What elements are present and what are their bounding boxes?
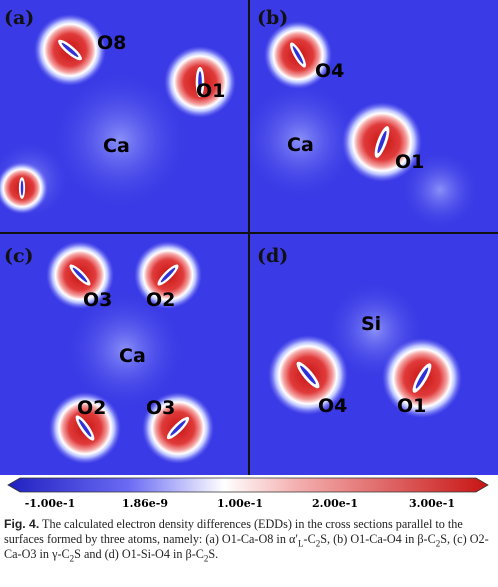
atom-label: O4 — [315, 60, 344, 82]
atom-label: O1 — [397, 395, 426, 417]
atom-density — [268, 335, 348, 415]
colorbar-label: -1.00e-1 — [25, 497, 76, 510]
density-node — [78, 419, 92, 437]
atom-density — [134, 241, 202, 309]
density-map — [0, 14, 480, 464]
colorbar-label: 3.00e-1 — [409, 497, 455, 510]
panel-letter: (d) — [257, 245, 288, 267]
atom-density — [142, 392, 214, 464]
colorbar — [7, 477, 489, 493]
caption-text: 2 — [435, 538, 441, 549]
figure: (a) O8 O1 Ca (b) O4 Ca O1 (c) O3 O2 Ca O2 O3 (d) Si O4 O1… — [0, 0, 498, 510]
colorbar-label: 2.00e-1 — [312, 497, 358, 510]
atom-label: O4 — [318, 395, 347, 417]
density-node — [415, 367, 429, 389]
colorbar-label: 1.00e-1 — [217, 497, 263, 510]
atom-density — [49, 392, 121, 464]
halo — [65, 290, 185, 410]
panel-letter: (a) — [4, 7, 34, 29]
caption-text: The calculated electron density differen… — [4, 517, 463, 546]
atom-density — [264, 21, 332, 89]
caption-text: L — [298, 538, 304, 549]
density-node — [20, 180, 24, 196]
density-node — [377, 130, 387, 154]
atom-label: O1 — [395, 151, 424, 173]
density-node — [170, 420, 186, 436]
density-node — [160, 267, 176, 283]
atom-label: Ca — [287, 134, 314, 156]
atom-density — [164, 46, 236, 118]
atom-label: Ca — [103, 135, 130, 157]
halo — [240, 80, 360, 200]
atom-label: Ca — [119, 345, 146, 367]
density-node — [198, 71, 202, 93]
caption-text: S. — [208, 547, 219, 561]
caption-text: -C — [303, 532, 316, 546]
atom-label: O2 — [146, 289, 175, 311]
atom-label: O2 — [77, 397, 106, 419]
atom-label: O1 — [196, 80, 225, 102]
halo — [50, 70, 190, 210]
caption-label: Fig. 4. — [4, 517, 40, 531]
atom-density — [382, 338, 462, 418]
caption-text: S, (b) O1-Ca-O4 in β-C — [320, 532, 436, 546]
density-node — [300, 365, 316, 385]
caption: Fig. 4. The calculated electron density … — [4, 517, 494, 564]
halo — [400, 150, 480, 230]
atom-density — [45, 241, 114, 309]
atom-label: Si — [361, 313, 381, 335]
caption-text: 2 — [69, 553, 75, 564]
caption-text: S, (c) O2-Ca-O3 in γ-C — [4, 532, 489, 561]
caption-text: 2 — [315, 538, 321, 549]
atom-label: O8 — [97, 32, 126, 54]
panel-letter: (c) — [4, 245, 34, 267]
atom-density — [0, 162, 48, 214]
atom-label: O3 — [146, 397, 175, 419]
atom-density — [34, 14, 106, 86]
caption-text: S and (d) O1-Si-O4 in β-C — [74, 547, 204, 561]
colorbar-label: 1.86e-9 — [122, 497, 168, 510]
density-node — [61, 42, 79, 58]
caption-text: 2 — [203, 553, 209, 564]
atom-density — [342, 102, 422, 182]
density-node — [292, 46, 304, 64]
atom-label: O3 — [83, 289, 112, 311]
density-node — [72, 267, 88, 283]
panel-letter: (b) — [257, 7, 288, 29]
